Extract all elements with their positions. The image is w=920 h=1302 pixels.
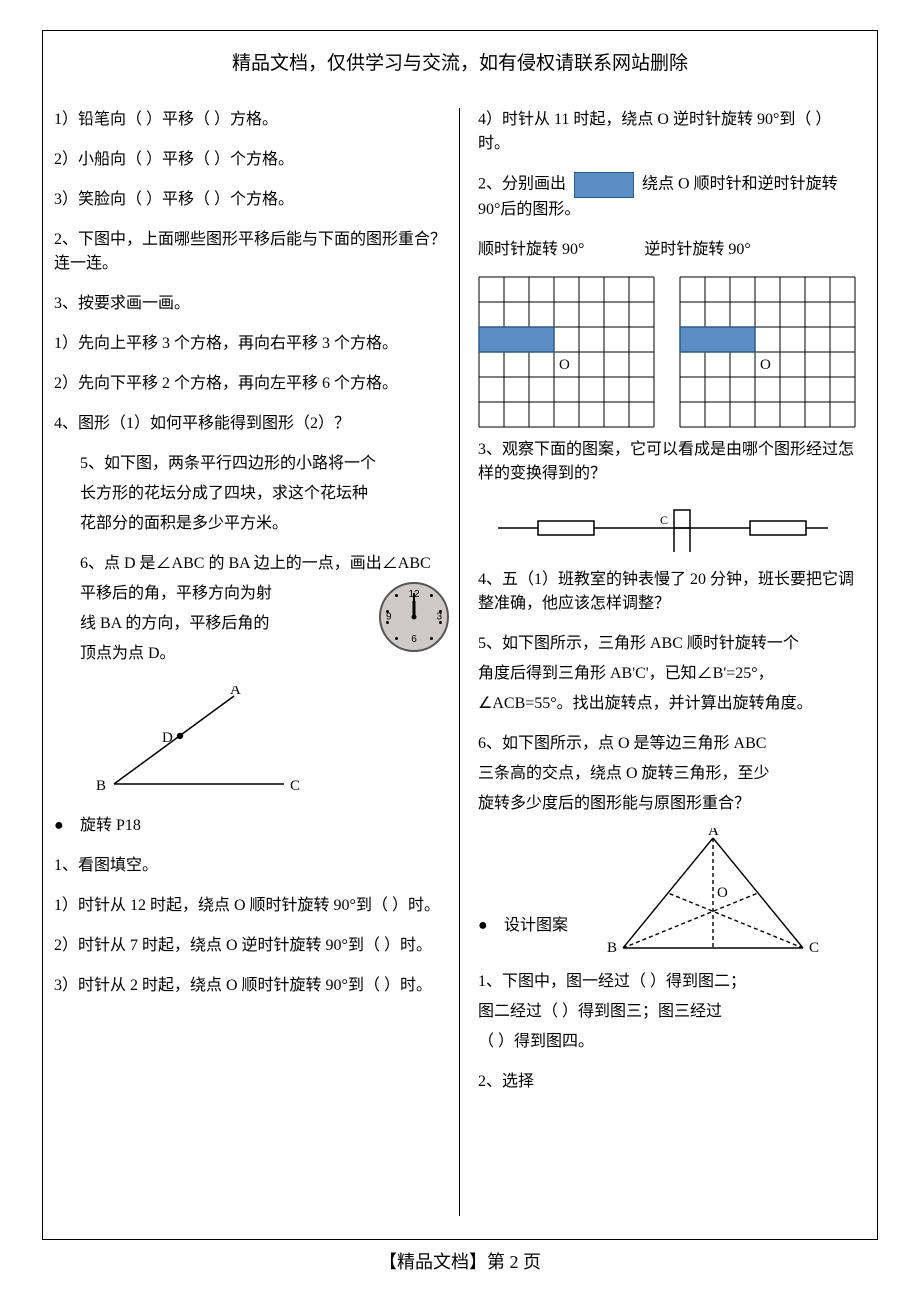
q6-line1: 6、点 D 是∠ABC 的 BA 边上的一点，画出∠ABC: [54, 552, 449, 576]
svg-text:O: O: [760, 357, 771, 373]
d-q1-l1: 1、下图中，图一经过（ ）得到图二；: [478, 970, 858, 994]
q3-2: 2）先向下平移 2 个方格，再向左平移 6 个方格。: [54, 372, 449, 396]
r-q1-2: 2）时针从 7 时起，绕点 O 逆时针旋转 90°到（ ）时。: [54, 934, 449, 958]
r-q5-l3: ∠ACB=55°。找出旋转点，并计算出旋转角度。: [478, 692, 858, 716]
r-q5-l2: 角度后得到三角形 AB'C'，已知∠B'=25°，: [478, 662, 858, 686]
triangle-diagram: A B C O: [603, 828, 823, 958]
bullet-rotate: ● 旋转 P18: [54, 814, 449, 838]
r-q2-a: 2、分别画出: [478, 176, 566, 193]
svg-text:D: D: [162, 730, 173, 746]
r-q5-l1: 5、如下图所示，三角形 ABC 顺时针旋转一个: [478, 632, 858, 656]
clock-hour-hand: [413, 601, 416, 617]
svg-text:C: C: [290, 778, 300, 794]
d-q1-l3: （ ）得到图四。: [478, 1030, 858, 1054]
pattern-diagram: C: [478, 506, 838, 552]
q1-1: 1）铅笔向（ ）平移（ ）方格。: [54, 108, 449, 132]
inline-rect-icon: [574, 172, 634, 198]
r-q1: 1、看图填空。: [54, 854, 449, 878]
q5-line3: 花部分的面积是多少平方米。: [54, 512, 449, 536]
svg-text:B: B: [607, 940, 617, 956]
grid-cw: O: [478, 276, 655, 428]
svg-text:C: C: [660, 513, 668, 527]
q2: 2、下图中，上面哪些图形平移后能与下面的图形重合？连一连。: [54, 228, 449, 276]
angle-diagram: A B C D: [84, 686, 324, 806]
grid-pair: O O: [478, 276, 858, 428]
r-q2: 2、分别画出 绕点 O 顺时针和逆时针旋转 90°后的图形。: [478, 172, 858, 222]
clock-icon: 12 3 6 9: [379, 582, 449, 652]
svg-text:B: B: [96, 778, 106, 794]
r-q6-l1: 6、如下图所示，点 O 是等边三角形 ABC: [478, 732, 858, 756]
two-column-body: 1）铅笔向（ ）平移（ ）方格。 2）小船向（ ）平移（ ）个方格。 3）笑脸向…: [54, 108, 866, 1216]
clock-6: 6: [411, 632, 417, 647]
svg-text:O: O: [559, 357, 570, 373]
right-column: 4）时针从 11 时起，绕点 O 逆时针旋转 90°到（ ）时。 2、分别画出 …: [460, 108, 866, 1216]
q6-line2: 平移后的角，平移方向为射: [80, 582, 361, 606]
q5-line2: 长方形的花坛分成了四块，求这个花坛种: [54, 482, 449, 506]
page-footer: 【精品文档】第 2 页: [0, 1248, 920, 1274]
d-q2: 2、选择: [478, 1070, 858, 1094]
label-ccw: 逆时针旋转 90°: [644, 238, 750, 262]
bullet-rotate-label: 旋转 P18: [80, 817, 141, 834]
svg-text:O: O: [717, 885, 728, 901]
svg-text:A: A: [230, 686, 241, 698]
q3-1: 1）先向上平移 3 个方格，再向右平移 3 个方格。: [54, 332, 449, 356]
svg-text:A: A: [708, 828, 719, 839]
d-q1-l2: 图二经过（ ）得到图三；图三经过: [478, 1000, 858, 1024]
q1-3: 3）笑脸向（ ）平移（ ）个方格。: [54, 188, 449, 212]
q3: 3、按要求画一画。: [54, 292, 449, 316]
bullet-design-label: 设计图案: [504, 917, 568, 934]
left-column: 1）铅笔向（ ）平移（ ）方格。 2）小船向（ ）平移（ ）个方格。 3）笑脸向…: [54, 108, 460, 1216]
r-q1-1: 1）时针从 12 时起，绕点 O 顺时针旋转 90°到（ ）时。: [54, 894, 449, 918]
grid-ccw: O: [679, 276, 856, 428]
q6-line4: 顶点为点 D。: [80, 642, 361, 666]
q6-line3: 线 BA 的方向，平移后角的: [80, 612, 361, 636]
r-q4: 4、五（1）班教室的钟表慢了 20 分钟，班长要把它调整准确，他应该怎样调整？: [478, 568, 858, 616]
svg-text:C: C: [809, 940, 819, 956]
r-q1-4: 4）时针从 11 时起，绕点 O 逆时针旋转 90°到（ ）时。: [478, 108, 858, 156]
r-q6-l2: 三条高的交点，绕点 O 旋转三角形，至少: [478, 762, 858, 786]
q1-2: 2）小船向（ ）平移（ ）个方格。: [54, 148, 449, 172]
r-q1-3: 3）时针从 2 时起，绕点 O 顺时针旋转 90°到（ ）时。: [54, 974, 449, 998]
label-cw: 顺时针旋转 90°: [478, 238, 584, 262]
r-q6-l3: 旋转多少度后的图形能与原图形重合？: [478, 792, 858, 816]
r-q3: 3、观察下面的图案，它可以看成是由哪个图形经过怎样的变换得到的？: [478, 438, 858, 486]
page-header: 精品文档，仅供学习与交流，如有侵权请联系网站删除: [0, 48, 920, 75]
q5-line1: 5、如下图，两条平行四边形的小路将一个: [54, 452, 449, 476]
q4: 4、图形（1）如何平移能得到图形（2）？: [54, 412, 449, 436]
q6-block: 平移后的角，平移方向为射 线 BA 的方向，平移后角的 顶点为点 D。 12 3…: [54, 582, 449, 682]
